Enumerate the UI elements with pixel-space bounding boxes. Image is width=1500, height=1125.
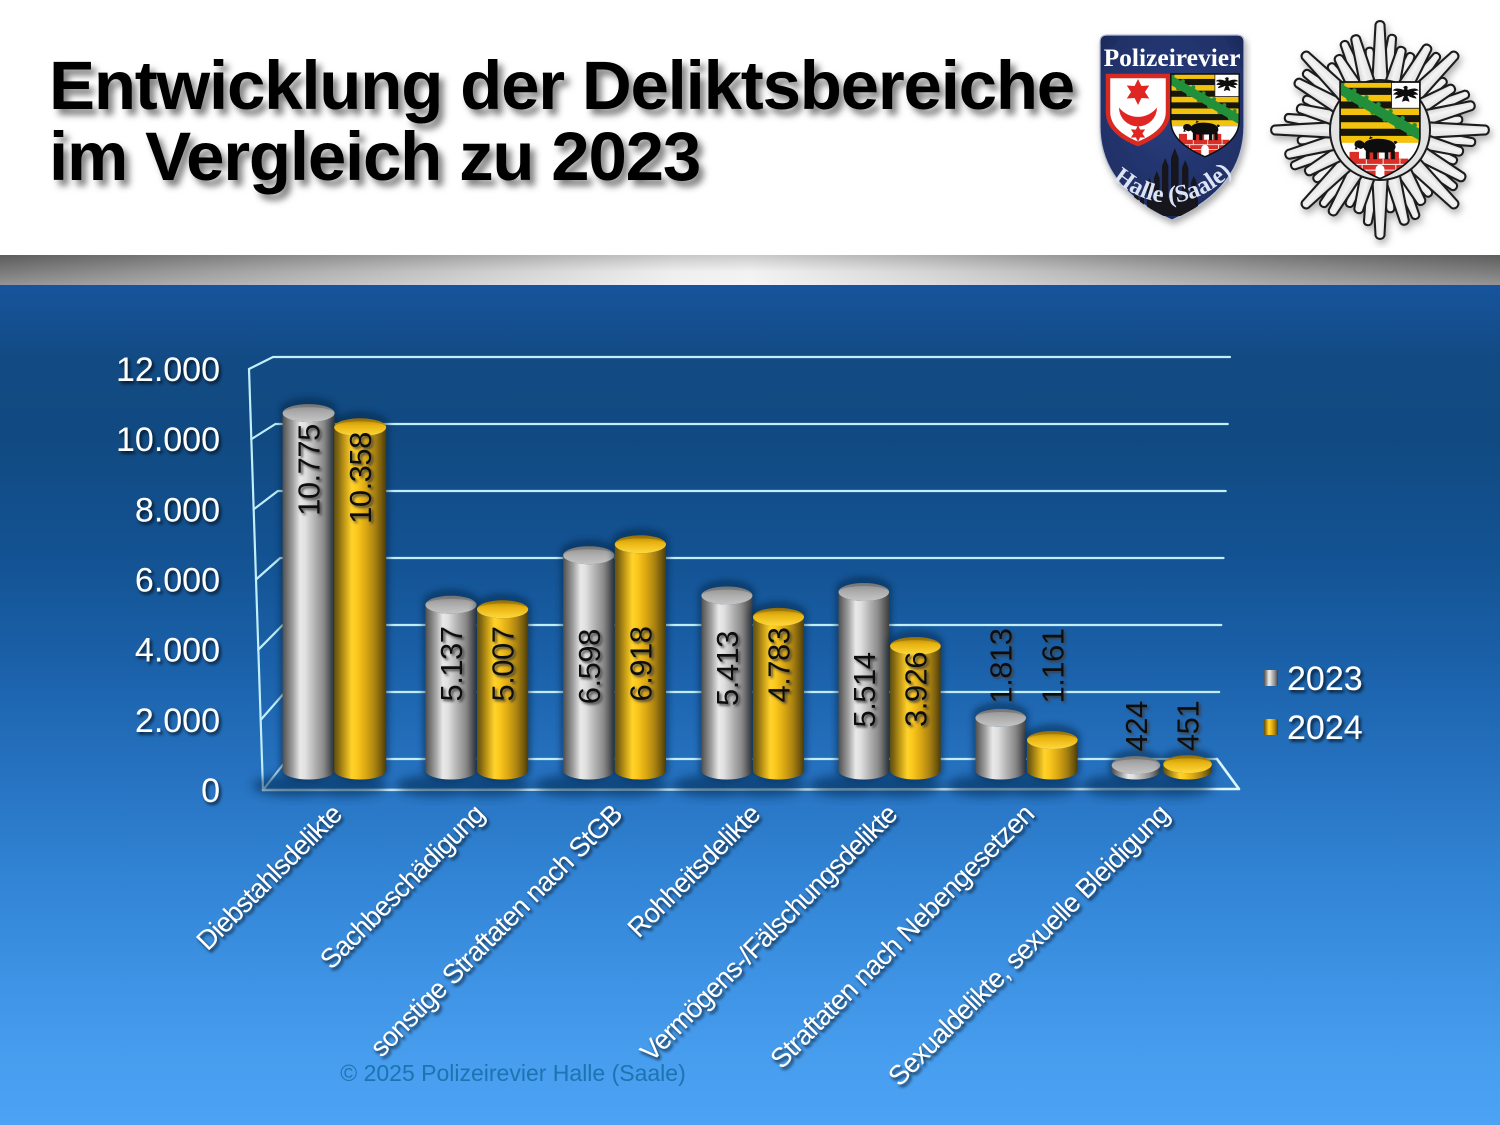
svg-text:2.000: 2.000 bbox=[135, 702, 220, 740]
svg-text:2023: 2023 bbox=[1287, 660, 1363, 698]
svg-text:10.000: 10.000 bbox=[116, 421, 220, 459]
svg-text:4.783: 4.783 bbox=[762, 627, 797, 702]
svg-text:© 2025 Polizeirevier Halle (Sa: © 2025 Polizeirevier Halle (Saale) bbox=[340, 1060, 686, 1086]
svg-text:6.918: 6.918 bbox=[623, 626, 658, 701]
svg-text:424: 424 bbox=[1119, 701, 1154, 751]
svg-text:Polizeirevier: Polizeirevier bbox=[1104, 43, 1241, 72]
svg-text:6.000: 6.000 bbox=[135, 562, 220, 600]
svg-text:Rohheitsdelikte: Rohheitsdelikte bbox=[621, 798, 766, 943]
svg-text:5.007: 5.007 bbox=[486, 626, 521, 701]
svg-text:12.000: 12.000 bbox=[116, 351, 220, 389]
svg-text:1.161: 1.161 bbox=[1035, 628, 1070, 703]
svg-text:5.413: 5.413 bbox=[710, 631, 745, 706]
svg-text:1.813: 1.813 bbox=[984, 628, 1019, 703]
svg-text:451: 451 bbox=[1171, 701, 1206, 751]
svg-text:8.000: 8.000 bbox=[135, 491, 220, 529]
svg-text:4.000: 4.000 bbox=[135, 632, 220, 670]
svg-text:5.514: 5.514 bbox=[847, 652, 882, 727]
svg-text:5.137: 5.137 bbox=[434, 626, 469, 701]
svg-text:0: 0 bbox=[201, 772, 220, 810]
svg-text:3.926: 3.926 bbox=[898, 652, 933, 727]
svg-text:sonstige Straftaten nach StGB: sonstige Straftaten nach StGB bbox=[364, 798, 628, 1062]
svg-text:10.358: 10.358 bbox=[343, 432, 378, 524]
svg-text:2024: 2024 bbox=[1287, 709, 1363, 747]
svg-text:10.775: 10.775 bbox=[292, 424, 327, 516]
svg-text:Diebstahlsdelikte: Diebstahlsdelikte bbox=[190, 798, 348, 956]
svg-text:Straftaten nach Nebengesetzen: Straftaten nach Nebengesetzen bbox=[764, 798, 1040, 1074]
svg-text:6.598: 6.598 bbox=[572, 629, 607, 704]
svg-text:Sexualdelikte, sexuelle Bleidi: Sexualdelikte, sexuelle Bleidigung bbox=[882, 798, 1175, 1091]
svg-text:Vermögens-/Fälschungsdelikte: Vermögens-/Fälschungsdelikte bbox=[634, 798, 903, 1067]
